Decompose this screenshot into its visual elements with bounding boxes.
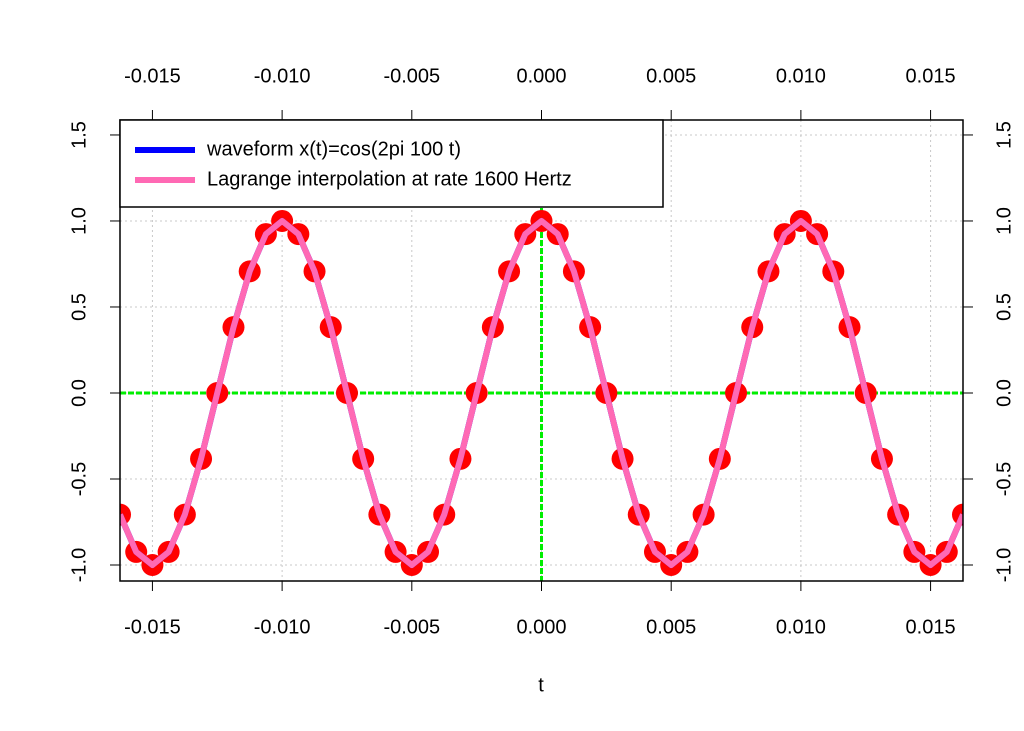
x-tick-label-top: -0.005 <box>383 65 440 87</box>
y-tick-label-right: 1.5 <box>993 121 1015 149</box>
x-tick-label-top: 0.015 <box>906 65 956 87</box>
x-tick-label-top: 0.000 <box>516 65 566 87</box>
y-tick-label: -1.0 <box>68 548 90 582</box>
x-tick-label: 0.010 <box>776 616 826 638</box>
x-axis-label: t <box>538 674 544 696</box>
legend-box <box>119 119 664 208</box>
y-tick-label: 1.0 <box>68 207 90 235</box>
y-tick-label-right: 0.5 <box>993 293 1015 321</box>
y-tick-label-right: 0.0 <box>993 379 1015 407</box>
legend-label: waveform x(t)=cos(2pi 100 t) <box>206 138 461 160</box>
x-tick-label: -0.005 <box>383 616 440 638</box>
y-tick-label-right: 1.0 <box>993 207 1015 235</box>
x-tick-label: 0.015 <box>906 616 956 638</box>
x-tick-label: 0.000 <box>516 616 566 638</box>
x-tick-label-top: -0.015 <box>124 65 181 87</box>
y-tick-label: 0.5 <box>68 293 90 321</box>
series-line <box>120 217 963 569</box>
y-tick-label: -0.5 <box>68 462 90 496</box>
y-tick-label-right: -1.0 <box>993 548 1015 582</box>
y-tick-label: 0.0 <box>68 379 90 407</box>
y-tick-label-right: -0.5 <box>993 462 1015 496</box>
x-tick-label-top: 0.010 <box>776 65 826 87</box>
x-tick-label: -0.010 <box>254 616 311 638</box>
legend-label: Lagrange interpolation at rate 1600 Hert… <box>207 168 572 190</box>
y-tick-label: 1.5 <box>68 121 90 149</box>
x-tick-label-top: -0.010 <box>254 65 311 87</box>
x-tick-label-top: 0.005 <box>646 65 696 87</box>
x-tick-label: 0.005 <box>646 616 696 638</box>
x-tick-label: -0.015 <box>124 616 181 638</box>
